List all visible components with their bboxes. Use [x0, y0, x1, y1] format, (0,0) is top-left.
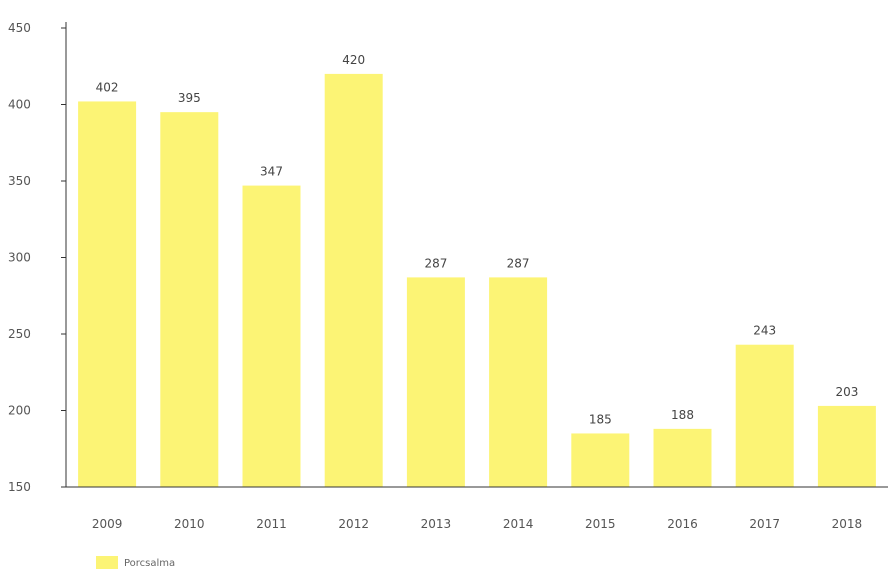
data-label: 347 [260, 165, 283, 179]
data-label: 402 [96, 80, 119, 94]
y-tick-label: 350 [8, 174, 31, 188]
bar-2012 [324, 73, 383, 488]
x-tick-label: 2011 [256, 517, 287, 531]
bar-2010 [160, 112, 219, 488]
x-tick-label: 2012 [338, 517, 369, 531]
data-label: 420 [342, 53, 365, 67]
legend-swatch [96, 556, 118, 569]
data-label: 185 [589, 412, 612, 426]
y-tick-label: 400 [8, 98, 31, 112]
bar-2011 [242, 185, 301, 487]
x-axis: 2009 2010 2011 2012 2013 2014 2015 2016 2017 2018 [66, 486, 888, 531]
data-label: 287 [424, 256, 447, 270]
legend-label: Porcsalma [124, 558, 175, 569]
bar-2013 [406, 277, 465, 487]
x-tick-label: 2010 [174, 517, 205, 531]
data-label: 243 [753, 324, 776, 338]
data-label: 203 [835, 385, 858, 399]
x-tick-label: 2015 [585, 517, 616, 531]
data-label: 188 [671, 408, 694, 422]
y-tick-label: 150 [8, 480, 31, 494]
y-tick-label: 450 [8, 21, 31, 35]
bar-2015 [571, 433, 630, 487]
bars [78, 73, 876, 488]
data-label: 287 [507, 256, 530, 270]
x-tick-label: 2017 [749, 517, 780, 531]
y-tick-label: 300 [8, 251, 31, 265]
y-axis: 150 200 250 300 350 400 450 [8, 21, 67, 494]
data-label: 395 [178, 91, 201, 105]
x-tick-label: 2016 [667, 517, 698, 531]
legend: Porcsalma [96, 556, 175, 569]
y-tick-label: 250 [8, 327, 31, 341]
x-tick-label: 2013 [421, 517, 452, 531]
y-tick-label: 200 [8, 404, 31, 418]
x-tick-label: 2014 [503, 517, 534, 531]
x-tick-label: 2009 [92, 517, 123, 531]
data-labels: 402 395 347 420 287 287 185 188 243 203 [96, 53, 859, 427]
bar-2017 [735, 344, 794, 487]
x-tick-label: 2018 [832, 517, 863, 531]
bar-2014 [489, 277, 548, 487]
bar-2016 [653, 428, 712, 487]
bar-2009 [78, 101, 137, 487]
bar-2018 [817, 405, 876, 487]
